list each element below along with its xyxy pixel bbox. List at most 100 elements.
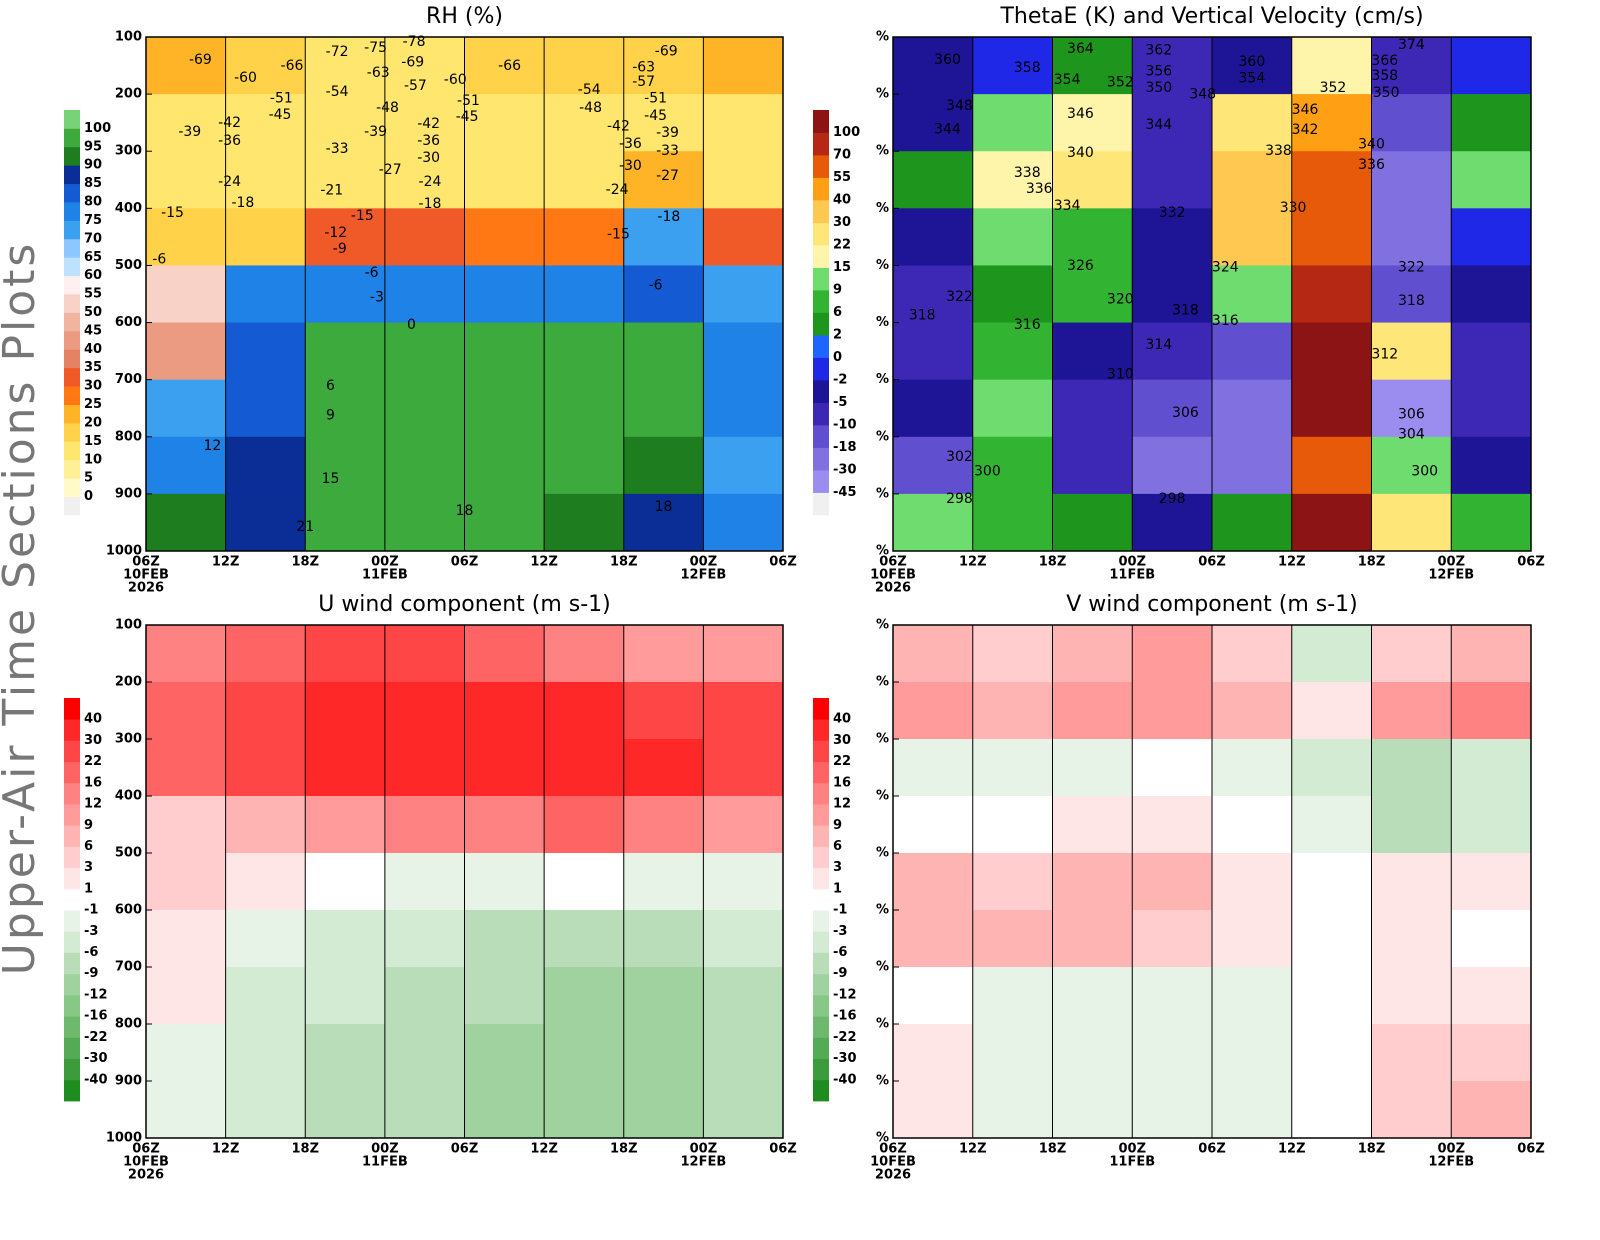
field-cell: [623, 910, 704, 968]
y-tick-label: 600: [115, 315, 142, 330]
colorbar-box: [64, 952, 80, 975]
colorbar-box: [64, 128, 80, 148]
colorbar-label: 22: [84, 754, 102, 769]
field-cell: [1212, 265, 1293, 324]
y-tick-label: 600: [115, 903, 142, 918]
x-tick-label: 18Z: [1358, 555, 1386, 570]
colorbar-label: 9: [833, 818, 842, 833]
colorbar-box: [813, 931, 829, 953]
x-date-label: 2026: [875, 1168, 911, 1183]
field-cell: [1212, 208, 1293, 267]
colorbar-label: -1: [833, 903, 847, 918]
field-cell: [464, 322, 545, 381]
field-cell: [703, 853, 783, 911]
field-cell: [464, 682, 545, 740]
y-tick-label: 300: [115, 144, 142, 159]
contour-label: -72: [326, 44, 349, 60]
field-cell: [1291, 322, 1373, 381]
x-date-label: 12FEB: [1428, 568, 1474, 583]
field-cell: [1371, 94, 1452, 152]
field-cell: [464, 436, 545, 495]
field-cell: [1132, 265, 1213, 324]
contour-label: 330: [1280, 200, 1307, 216]
field-cell: [305, 208, 386, 267]
contour-label: -27: [379, 162, 402, 178]
field-cell: [893, 265, 974, 324]
field-cell: [305, 796, 386, 854]
contour-label: 334: [1054, 198, 1081, 214]
colorbar-box: [64, 804, 80, 826]
field-cell: [1212, 37, 1293, 95]
contour-label: 346: [1292, 102, 1319, 118]
field-cell: [1132, 208, 1213, 267]
field-cell: [146, 967, 227, 1025]
colorbar-box: [64, 931, 80, 953]
colorbar-label: -40: [84, 1072, 108, 1087]
x-tick-label: 00Z: [1118, 555, 1146, 570]
field-cell: [544, 94, 625, 152]
field-cell: [1371, 853, 1452, 911]
field-cell: [1052, 436, 1133, 495]
field-cell: [305, 265, 386, 324]
x-tick-label: 12Z: [959, 555, 987, 570]
colorbar-box: [64, 888, 80, 911]
field-cell: [893, 322, 974, 381]
field-cell: [146, 265, 227, 324]
colorbar-box: [813, 952, 829, 975]
field-cell: [972, 682, 1054, 740]
colorbar-box: [64, 910, 80, 932]
contour-label: 314: [1145, 337, 1172, 353]
field-cell: [1052, 853, 1133, 911]
field-cell: [1212, 625, 1293, 683]
field-cell: [146, 910, 227, 968]
colorbar-box: [64, 330, 80, 350]
field-cell: [972, 739, 1054, 797]
x-date-label: 11FEB: [362, 1155, 408, 1170]
field-cell: [1132, 151, 1213, 209]
contour-label: 316: [1014, 317, 1041, 333]
field-cell: [703, 94, 783, 152]
field-cell: [623, 1024, 704, 1082]
field-cell: [972, 265, 1054, 324]
colorbar-box: [813, 380, 829, 403]
field-cell: [623, 682, 704, 740]
colorbar-box: [64, 220, 80, 240]
y-tick-label: %: [876, 1017, 889, 1032]
field-cell: [1052, 265, 1133, 324]
field-cell: [1451, 151, 1531, 209]
colorbar-box: [813, 312, 829, 336]
y-tick-label: 700: [115, 372, 142, 387]
contour-label: -54: [326, 84, 349, 100]
field-cell: [305, 682, 386, 740]
field-cell: [1132, 379, 1213, 438]
contour-label: -36: [218, 133, 241, 149]
x-tick-label: 18Z: [291, 555, 319, 570]
field-cell: [384, 853, 466, 911]
colorbar-box: [813, 973, 829, 996]
field-cell: [623, 1081, 704, 1138]
x-tick-label: 06Z: [1198, 555, 1226, 570]
x-date-label: 10FEB: [870, 1155, 916, 1170]
contour-label: -63: [367, 65, 390, 81]
x-tick-label: 12Z: [530, 555, 558, 570]
x-date-label: 10FEB: [123, 568, 169, 583]
contour-label: 344: [934, 122, 961, 138]
contour-label: -39: [656, 125, 679, 141]
x-tick-label: 00Z: [1118, 1142, 1146, 1157]
y-tick-label: 400: [115, 789, 142, 804]
contour-label: 354: [1054, 72, 1081, 88]
field-cell: [1291, 967, 1373, 1025]
contour-label: -6: [649, 277, 663, 293]
y-tick-label: 200: [115, 87, 142, 102]
field-cell: [1212, 967, 1293, 1025]
field-cell: [623, 493, 704, 551]
field-cell: [1052, 796, 1133, 854]
colorbar-box: [64, 441, 80, 461]
field-cell: [1291, 682, 1373, 740]
y-tick-label: 900: [115, 486, 142, 501]
chart-title: ThetaE (K) and Vertical Velocity (cm/s): [999, 4, 1423, 29]
contour-label: 322: [946, 289, 973, 305]
contour-label: 300: [974, 464, 1001, 480]
contour-label: 358: [1014, 60, 1041, 76]
field-cell: [1132, 967, 1213, 1025]
